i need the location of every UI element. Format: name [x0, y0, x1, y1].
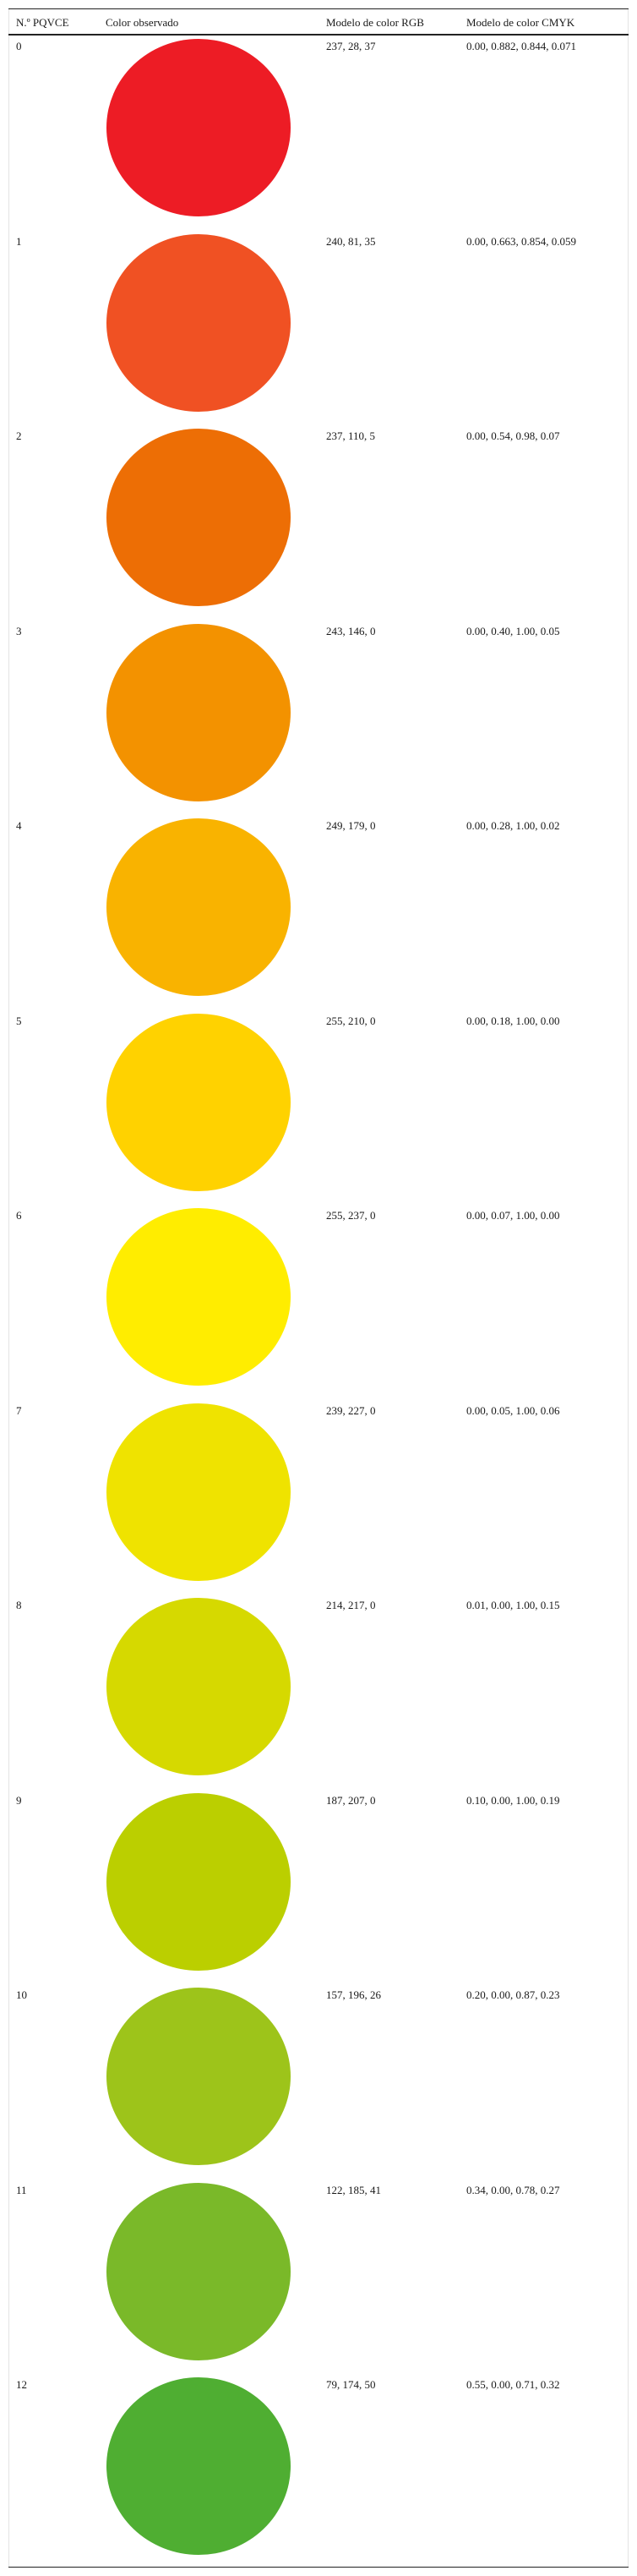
rgb-value: 122, 185, 41 [326, 2183, 381, 2196]
cmyk-value: 0.00, 0.54, 0.98, 0.07 [466, 429, 560, 442]
table-row: 10 157, 196, 26 0.20, 0.00, 0.87, 0.23 [0, 1988, 637, 2183]
cmyk-value: 0.00, 0.40, 1.00, 0.05 [466, 624, 560, 637]
table-row: 7 239, 227, 0 0.00, 0.05, 1.00, 0.06 [0, 1403, 637, 1599]
rgb-value: 243, 146, 0 [326, 624, 376, 637]
table-row: 11 122, 185, 41 0.34, 0.00, 0.78, 0.27 [0, 2182, 637, 2378]
observed-color-swatch [106, 1988, 291, 2165]
cmyk-value: 0.01, 0.00, 1.00, 0.15 [466, 1599, 560, 1611]
observed-color-swatch [106, 1013, 291, 1191]
rgb-value: 239, 227, 0 [326, 1403, 376, 1417]
observed-color-swatch [106, 2182, 291, 2360]
observed-color-swatch [106, 39, 291, 216]
cmyk-value: 0.34, 0.00, 0.78, 0.27 [466, 2183, 560, 2196]
table-row: 5 255, 210, 0 0.00, 0.18, 1.00, 0.00 [0, 1013, 637, 1209]
pqvce-number: 9 [16, 1793, 22, 1807]
rgb-value: 255, 237, 0 [326, 1209, 376, 1222]
cmyk-value: 0.00, 0.07, 1.00, 0.00 [466, 1209, 560, 1222]
table-row: 2 237, 110, 5 0.00, 0.54, 0.98, 0.07 [0, 429, 637, 624]
rgb-value: 255, 210, 0 [326, 1014, 376, 1027]
cmyk-value: 0.00, 0.28, 1.00, 0.02 [466, 819, 560, 832]
pqvce-number: 11 [16, 2183, 27, 2196]
rgb-value: 214, 217, 0 [326, 1599, 376, 1611]
table-row: 6 255, 237, 0 0.00, 0.07, 1.00, 0.00 [0, 1208, 637, 1403]
rgb-value: 157, 196, 26 [326, 1988, 381, 2001]
table-bottom-rule [8, 2567, 629, 2568]
cmyk-value: 0.00, 0.882, 0.844, 0.071 [466, 40, 576, 52]
cmyk-value: 0.10, 0.00, 1.00, 0.19 [466, 1793, 560, 1807]
rgb-value: 249, 179, 0 [326, 819, 376, 832]
table-row: 1 240, 81, 35 0.00, 0.663, 0.854, 0.059 [0, 233, 637, 429]
observed-color-swatch [106, 429, 291, 606]
header-rgb: Modelo de color RGB [326, 16, 424, 29]
pqvce-number: 4 [16, 819, 22, 832]
cmyk-value: 0.55, 0.00, 0.71, 0.32 [466, 2378, 560, 2391]
table-top-rule [8, 8, 629, 9]
rgb-value: 79, 174, 50 [326, 2378, 376, 2391]
cmyk-value: 0.20, 0.00, 0.87, 0.23 [466, 1988, 560, 2001]
rgb-value: 240, 81, 35 [326, 234, 376, 248]
observed-color-swatch [106, 233, 291, 412]
observed-color-swatch [106, 1792, 291, 1971]
observed-color-swatch [106, 1208, 291, 1386]
cmyk-value: 0.00, 0.05, 1.00, 0.06 [466, 1403, 560, 1417]
observed-color-swatch [106, 1403, 291, 1581]
table-body: 0 237, 28, 37 0.00, 0.882, 0.844, 0.071 1 24… [0, 39, 637, 2573]
observed-color-swatch [106, 1598, 291, 1775]
observed-color-swatch [106, 623, 291, 801]
pqvce-number: 7 [16, 1403, 22, 1417]
pqvce-number: 8 [16, 1599, 22, 1611]
header-color: Color observado [106, 16, 179, 29]
pqvce-number: 0 [16, 40, 22, 52]
table-row: 12 79, 174, 50 0.55, 0.00, 0.71, 0.32 [0, 2377, 637, 2573]
table-row: 3 243, 146, 0 0.00, 0.40, 1.00, 0.05 [0, 623, 637, 819]
cmyk-value: 0.00, 0.663, 0.854, 0.059 [466, 234, 576, 248]
table-header-rule [8, 34, 629, 36]
pqvce-number: 3 [16, 624, 22, 637]
header-cmyk: Modelo de color CMYK [466, 16, 575, 29]
pqvce-number: 6 [16, 1209, 22, 1222]
rgb-value: 237, 110, 5 [326, 429, 376, 442]
cmyk-value: 0.00, 0.18, 1.00, 0.00 [466, 1014, 560, 1027]
pqvce-number: 12 [16, 2378, 27, 2391]
observed-color-swatch [106, 2377, 291, 2555]
observed-color-swatch [106, 818, 291, 996]
pqvce-number: 10 [16, 1988, 27, 2001]
rgb-value: 237, 28, 37 [326, 40, 376, 52]
table-row: 4 249, 179, 0 0.00, 0.28, 1.00, 0.02 [0, 818, 637, 1014]
pqvce-number: 2 [16, 429, 22, 442]
header-no: N.º PQVCE [16, 16, 69, 29]
table-row: 9 187, 207, 0 0.10, 0.00, 1.00, 0.19 [0, 1792, 637, 1988]
table-row: 0 237, 28, 37 0.00, 0.882, 0.844, 0.071 [0, 39, 637, 234]
pqvce-number: 5 [16, 1014, 22, 1027]
table-row: 8 214, 217, 0 0.01, 0.00, 1.00, 0.15 [0, 1598, 637, 1793]
pqvce-number: 1 [16, 234, 22, 248]
rgb-value: 187, 207, 0 [326, 1793, 376, 1807]
